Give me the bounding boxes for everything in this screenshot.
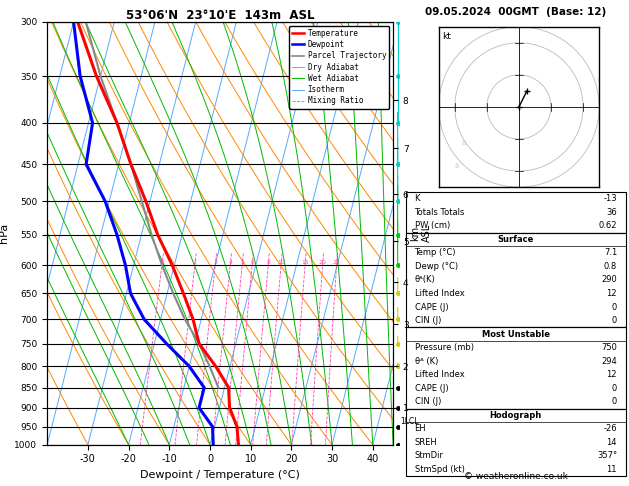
Bar	[406, 233, 626, 328]
Y-axis label: hPa: hPa	[0, 223, 9, 243]
Text: StmDir: StmDir	[415, 451, 443, 460]
Legend: Temperature, Dewpoint, Parcel Trajectory, Dry Adiabat, Wet Adiabat, Isotherm, Mi: Temperature, Dewpoint, Parcel Trajectory…	[289, 26, 389, 108]
Text: Hodograph: Hodograph	[489, 411, 542, 420]
Bar	[406, 328, 626, 409]
Text: 20: 20	[319, 260, 326, 265]
Text: 8: 8	[461, 140, 465, 146]
Text: 0: 0	[612, 303, 617, 312]
X-axis label: Dewpoint / Temperature (°C): Dewpoint / Temperature (°C)	[140, 470, 300, 480]
Text: StmSpd (kt): StmSpd (kt)	[415, 465, 464, 474]
Text: Temp (°C): Temp (°C)	[415, 248, 456, 258]
Text: Pressure (mb): Pressure (mb)	[415, 343, 474, 352]
Text: 750: 750	[601, 343, 617, 352]
Text: © weatheronline.co.uk: © weatheronline.co.uk	[464, 472, 568, 481]
Text: θᴬ (K): θᴬ (K)	[415, 357, 438, 365]
Text: -26: -26	[603, 424, 617, 434]
Text: 0: 0	[612, 316, 617, 325]
Bar	[406, 409, 626, 476]
Text: Most Unstable: Most Unstable	[482, 330, 550, 339]
Text: 12: 12	[606, 370, 617, 379]
Text: 0.62: 0.62	[599, 221, 617, 230]
Text: CAPE (J): CAPE (J)	[415, 384, 448, 393]
Text: 14: 14	[606, 438, 617, 447]
Text: 7.1: 7.1	[604, 248, 617, 258]
Text: 09.05.2024  00GMT  (Base: 12): 09.05.2024 00GMT (Base: 12)	[425, 7, 606, 17]
Text: kt: kt	[442, 32, 451, 40]
Text: CIN (J): CIN (J)	[415, 316, 441, 325]
Text: 290: 290	[601, 276, 617, 284]
Text: 11: 11	[606, 465, 617, 474]
Text: CAPE (J): CAPE (J)	[415, 303, 448, 312]
Text: θᴬ(K): θᴬ(K)	[415, 276, 435, 284]
Text: 6: 6	[250, 260, 254, 265]
Text: K: K	[415, 194, 420, 203]
Text: Totals Totals: Totals Totals	[415, 208, 465, 217]
Text: 12: 12	[606, 289, 617, 298]
Text: 357°: 357°	[597, 451, 617, 460]
Text: 0: 0	[612, 384, 617, 393]
Y-axis label: km
ASL: km ASL	[410, 224, 431, 243]
Text: Lifted Index: Lifted Index	[415, 370, 464, 379]
Text: 1: 1	[160, 260, 164, 265]
Text: 36: 36	[606, 208, 617, 217]
Text: 0.8: 0.8	[604, 262, 617, 271]
Text: 25: 25	[333, 260, 340, 265]
Text: Surface: Surface	[498, 235, 534, 244]
Text: 1LCL: 1LCL	[400, 417, 418, 426]
Bar	[406, 192, 626, 233]
Text: SREH: SREH	[415, 438, 437, 447]
Text: 5: 5	[240, 260, 244, 265]
Text: 3: 3	[213, 260, 217, 265]
Text: 294: 294	[601, 357, 617, 365]
Text: Lifted Index: Lifted Index	[415, 289, 464, 298]
Text: 10: 10	[277, 260, 285, 265]
Text: PW (cm): PW (cm)	[415, 221, 450, 230]
Text: 15: 15	[301, 260, 309, 265]
Text: CIN (J): CIN (J)	[415, 398, 441, 406]
Title: 53°06'N  23°10'E  143m  ASL: 53°06'N 23°10'E 143m ASL	[126, 9, 314, 22]
Text: EH: EH	[415, 424, 426, 434]
Text: Dewp (°C): Dewp (°C)	[415, 262, 458, 271]
Text: 4: 4	[228, 260, 232, 265]
Text: 8: 8	[455, 163, 459, 169]
Text: 2: 2	[193, 260, 197, 265]
Text: 8: 8	[266, 260, 270, 265]
Text: 0: 0	[612, 398, 617, 406]
Text: -13: -13	[603, 194, 617, 203]
